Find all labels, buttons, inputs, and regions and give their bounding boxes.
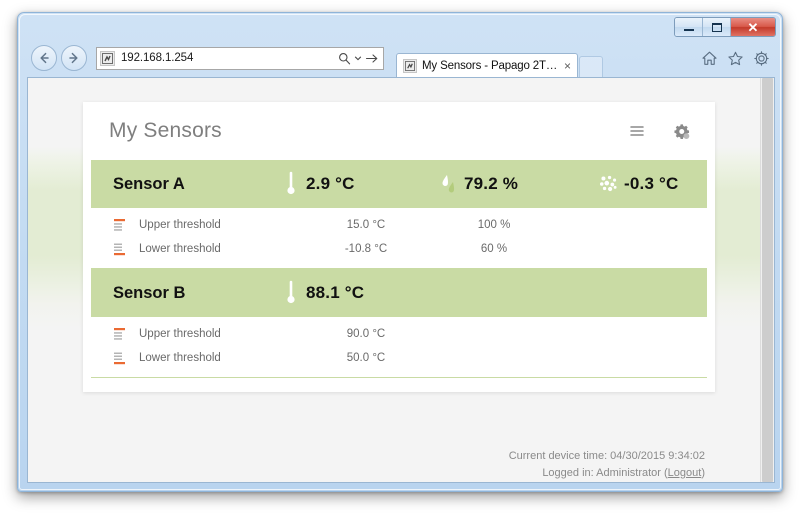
threshold-row: Lower threshold -10.8 °C 60 % xyxy=(91,237,707,261)
address-bar-actions xyxy=(338,52,379,65)
lower-threshold-icon xyxy=(113,351,139,366)
page-title: My Sensors xyxy=(109,119,222,142)
browser-window: ✕ xyxy=(17,12,783,492)
browser-navigation-bar: 192.168.1.254 xyxy=(18,39,782,78)
header-actions xyxy=(629,123,691,140)
papago-logo: PAPAGO xyxy=(95,482,245,483)
tab-favicon-icon xyxy=(403,59,417,73)
back-arrow-icon xyxy=(40,52,49,64)
forward-arrow-icon xyxy=(69,52,78,64)
threshold-row: Upper threshold 15.0 °C 100 % xyxy=(91,213,707,237)
title-bar: ✕ xyxy=(18,13,782,39)
device-time: Current device time: 04/30/2015 9:34:02 xyxy=(508,450,705,462)
url-text[interactable]: 192.168.1.254 xyxy=(121,52,194,64)
group-separator xyxy=(91,377,707,378)
scrollbar-thumb[interactable] xyxy=(762,78,773,482)
chevron-down-icon[interactable] xyxy=(354,54,362,62)
threshold-value-humidity: 60 % xyxy=(480,243,508,255)
dew-point-icon xyxy=(594,175,624,193)
home-icon[interactable] xyxy=(701,50,718,67)
site-favicon-icon xyxy=(100,50,115,66)
upper-threshold-icon xyxy=(114,218,125,231)
thermometer-icon xyxy=(287,171,295,195)
tab-strip: My Sensors - Papago 2TH E... × xyxy=(396,39,701,78)
logged-in-suffix: ) xyxy=(701,467,705,479)
back-button[interactable] xyxy=(31,45,57,71)
gear-icon[interactable] xyxy=(753,50,770,67)
upper-threshold-icon xyxy=(113,218,139,233)
thermometer-icon xyxy=(276,280,306,306)
card-header: My Sensors xyxy=(83,102,715,160)
lower-threshold-icon xyxy=(114,352,125,364)
logged-in-line: Logged in: Administrator (Logout) xyxy=(509,465,705,482)
minimize-icon xyxy=(683,29,694,31)
reading-value: -0.3 °C xyxy=(624,174,679,193)
hamburger-menu-icon[interactable] xyxy=(629,124,645,138)
dew-point-icon xyxy=(600,175,617,192)
footer-info: Current device time: 04/30/2015 9:34:02 … xyxy=(508,448,705,483)
threshold-value-temperature: 15.0 °C xyxy=(346,219,386,231)
close-icon: ✕ xyxy=(747,19,759,35)
lower-threshold-icon xyxy=(113,242,139,257)
sensor-reading: 79.2 % xyxy=(434,173,572,195)
threshold-value-temperature: -10.8 °C xyxy=(344,243,388,255)
humidity-droplets-icon xyxy=(442,175,455,193)
tab-close-icon[interactable]: × xyxy=(563,59,571,73)
sensors-card: My Sensors xyxy=(83,102,715,392)
upper-threshold-icon xyxy=(113,327,139,342)
tab-my-sensors[interactable]: My Sensors - Papago 2TH E... × xyxy=(396,53,578,78)
minimize-button[interactable] xyxy=(675,18,703,36)
thermometer-icon xyxy=(287,280,295,304)
page-footer: PAPAGO Current device time: 04/30/ xyxy=(83,386,715,479)
sensor-name: Sensor A xyxy=(113,174,185,193)
sensor-name: Sensor B xyxy=(113,283,186,302)
threshold-row: Upper threshold 90.0 °C xyxy=(91,322,707,346)
sensor-band: Sensor B 88.1 °C xyxy=(91,269,707,317)
vertical-scrollbar[interactable] xyxy=(760,78,774,482)
maximize-icon xyxy=(711,22,722,32)
settings-gear-icon[interactable] xyxy=(673,123,691,140)
star-icon[interactable] xyxy=(727,50,744,67)
thermometer-icon xyxy=(276,171,306,197)
sensor-reading: -0.3 °C xyxy=(594,174,732,194)
window-controls: ✕ xyxy=(674,17,776,37)
logout-link[interactable]: Logout xyxy=(667,467,702,479)
lower-threshold-icon xyxy=(114,243,125,255)
sensor-reading: 2.9 °C xyxy=(276,171,414,197)
threshold-label: Upper threshold xyxy=(139,219,221,231)
sensor-group: Sensor B 88.1 °C Upper threshold 90.0 °C … xyxy=(83,269,715,378)
reading-value: 2.9 °C xyxy=(306,174,355,193)
address-bar[interactable]: 192.168.1.254 xyxy=(96,46,384,70)
reading-value: 79.2 % xyxy=(464,174,519,193)
threshold-value-temperature: 90.0 °C xyxy=(346,328,386,340)
browser-toolbar-icons xyxy=(701,50,774,67)
humidity-droplets-icon xyxy=(434,173,464,195)
threshold-row: Lower threshold 50.0 °C xyxy=(91,346,707,370)
logged-in-prefix: Logged in: Administrator ( xyxy=(542,467,668,479)
sensor-group: Sensor A 2.9 °C 79.2 % -0.3 °C Upper thre… xyxy=(83,160,715,269)
upper-threshold-icon xyxy=(114,327,125,340)
group-separator xyxy=(91,268,707,269)
firmware-version: Papago 2TH ETH ver. 1.2/5 xyxy=(509,482,705,483)
reading-value: 88.1 °C xyxy=(306,283,365,302)
threshold-label: Lower threshold xyxy=(139,243,221,255)
sensor-band: Sensor A 2.9 °C 79.2 % -0.3 °C xyxy=(91,160,707,208)
threshold-label: Lower threshold xyxy=(139,352,221,364)
threshold-value-humidity: 100 % xyxy=(477,219,511,231)
maximize-button[interactable] xyxy=(703,18,731,36)
close-window-button[interactable]: ✕ xyxy=(731,18,775,36)
go-arrow-icon[interactable] xyxy=(365,52,379,65)
threshold-value-temperature: 50.0 °C xyxy=(346,352,386,364)
sensor-groups: Sensor A 2.9 °C 79.2 % -0.3 °C Upper thre… xyxy=(83,160,715,378)
page-viewport: My Sensors xyxy=(27,77,775,483)
new-tab-button[interactable] xyxy=(579,56,603,78)
parrot-icon xyxy=(203,482,245,483)
sensor-reading: 88.1 °C xyxy=(276,280,414,306)
search-icon[interactable] xyxy=(338,52,351,65)
tab-title: My Sensors - Papago 2TH E... xyxy=(422,60,558,72)
threshold-label: Upper threshold xyxy=(139,328,221,340)
forward-button[interactable] xyxy=(61,45,87,71)
